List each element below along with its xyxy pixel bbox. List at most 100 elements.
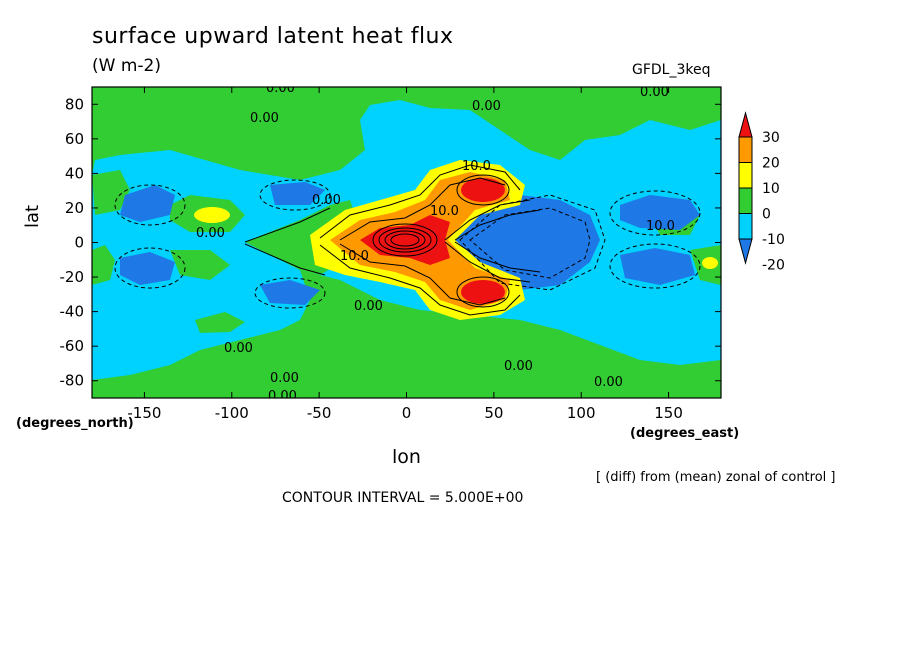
colorbar-label: 0 xyxy=(762,207,771,223)
contour-line xyxy=(454,209,541,241)
contour-label: 0.00 xyxy=(594,375,623,390)
green-patch-sw xyxy=(195,312,245,333)
colorbar-label: 20 xyxy=(762,156,780,172)
contour-label: 0.00 xyxy=(472,99,501,114)
contour-line xyxy=(384,230,426,250)
x-tick-label: 150 xyxy=(654,404,683,422)
x-tick-label: 0 xyxy=(402,404,412,422)
model-label: GFDL_3keq xyxy=(632,62,711,78)
contour-lines xyxy=(244,164,541,316)
dashed-contour xyxy=(609,190,701,236)
contour-label: 0.00 xyxy=(640,85,669,100)
contour-label: 0.00 xyxy=(250,111,279,126)
chart-units: (W m-2) xyxy=(92,56,161,76)
colorbar-segment xyxy=(738,213,753,240)
contour-line xyxy=(339,177,506,241)
y-axis-units: (degrees_north) xyxy=(16,416,134,431)
y-tick-label: 40 xyxy=(65,164,84,182)
contour-interval: CONTOUR INTERVAL = 5.000E+00 xyxy=(282,490,524,506)
y-tick-label: 80 xyxy=(65,95,84,113)
x-tick-label: 100 xyxy=(567,404,596,422)
y-tick-label: -60 xyxy=(60,337,85,355)
y-axis-label: lat xyxy=(22,204,43,228)
contour-line xyxy=(244,207,331,243)
colorbar: 30 20 10 0 -10 -20 xyxy=(738,111,785,274)
blue-patch-nw1 xyxy=(120,185,175,222)
contour-label: 0.00 xyxy=(504,359,533,374)
green-patch-w2 xyxy=(92,245,115,285)
red-lobe-south xyxy=(461,280,505,304)
contour-line xyxy=(378,227,432,253)
colorbar-bottom-triangle xyxy=(738,238,753,265)
blue-patch-se1 xyxy=(620,248,695,285)
y-tick-label: 0 xyxy=(74,234,84,252)
contour-label: 0.00 xyxy=(268,389,297,404)
contour-field: 0.00 0.00 0.00 0.00 0.00 0.00 0.00 0.00 … xyxy=(92,85,721,404)
blue-patch-sw1 xyxy=(120,252,175,285)
dashed-contour xyxy=(114,184,186,226)
contour-labels: 0.00 0.00 0.00 0.00 0.00 0.00 0.00 0.00 … xyxy=(196,85,675,404)
contour-line xyxy=(339,243,506,306)
dashed-contour xyxy=(459,194,606,291)
contour-label: 10.0 xyxy=(646,219,675,234)
green-region-west-north xyxy=(92,170,130,215)
red-lobe-north xyxy=(461,178,505,202)
red-region-core xyxy=(360,215,450,265)
contour-label: 10.0 xyxy=(462,159,491,174)
colorbar-segment xyxy=(738,162,753,189)
y-tick-label: 20 xyxy=(65,199,84,217)
y-tick-label: -20 xyxy=(60,268,85,286)
contour-label: 0.00 xyxy=(354,299,383,314)
x-axis-label: lon xyxy=(392,446,421,468)
x-tick-label: -150 xyxy=(127,404,161,422)
green-region-north xyxy=(92,87,721,180)
green-patch-s1 xyxy=(170,250,230,280)
colorbar-segment xyxy=(738,187,753,214)
contour-line xyxy=(456,276,510,308)
contour-label: 0.00 xyxy=(196,226,225,241)
colorbar-segment xyxy=(738,136,753,163)
y-tick-label: 60 xyxy=(65,130,84,148)
dashed-contour xyxy=(114,247,186,289)
x-tick-label: -50 xyxy=(307,404,332,422)
colorbar-label: -10 xyxy=(762,232,785,248)
y-tick-label: -40 xyxy=(60,303,85,321)
contour-line xyxy=(390,233,420,247)
dashed-contour xyxy=(254,277,326,309)
contour-line xyxy=(444,241,531,283)
colorbar-label: 30 xyxy=(762,130,780,146)
contour-line xyxy=(456,174,510,206)
blue-patch-sw2 xyxy=(260,280,320,305)
contour-line xyxy=(444,199,531,241)
dashed-contour xyxy=(259,179,331,211)
contour-line xyxy=(319,244,521,316)
dashed-contour xyxy=(609,243,701,289)
contour-line xyxy=(372,223,438,257)
colorbar-label: -20 xyxy=(762,258,785,274)
x-tick-label: 50 xyxy=(484,404,503,422)
blue-patch-nw2 xyxy=(270,182,325,205)
y-tick-label: -80 xyxy=(60,372,85,390)
yellow-patch-e xyxy=(702,257,718,269)
contour-label: 0.00 xyxy=(224,341,253,356)
chart-title: surface upward latent heat flux xyxy=(92,24,454,49)
yellow-patch-nw xyxy=(194,207,230,223)
x-axis-ticks: -150 -100 -50 0 50 100 150 xyxy=(127,87,683,422)
colorbar-top-triangle xyxy=(738,111,753,138)
contour-label: 10.0 xyxy=(340,249,369,264)
green-region-south xyxy=(92,270,721,398)
y-axis-ticks: -80 -60 -40 -20 0 20 40 60 80 xyxy=(60,95,721,390)
x-axis-units: (degrees_east) xyxy=(630,426,740,441)
contour-line xyxy=(244,243,326,276)
blue-patch-ne1 xyxy=(620,195,700,230)
difference-note: [ (diff) from (mean) zonal of control ] xyxy=(596,470,836,485)
contour-line xyxy=(319,164,521,239)
contour-label: 0.00 xyxy=(312,193,341,208)
contour-line xyxy=(454,241,541,273)
dashed-contours xyxy=(114,179,701,309)
contour-label: 10.0 xyxy=(430,204,459,219)
contour-label: 0.00 xyxy=(270,371,299,386)
colorbar-label: 10 xyxy=(762,181,780,197)
dashed-contour xyxy=(469,207,591,279)
